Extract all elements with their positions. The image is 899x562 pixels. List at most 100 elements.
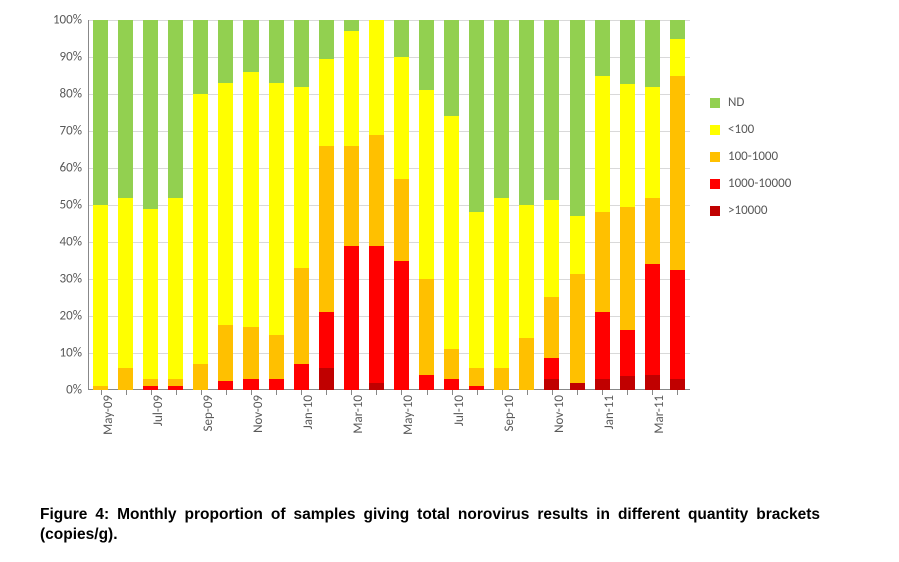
bar-slot	[439, 20, 464, 390]
bar-segment	[645, 264, 660, 375]
bar-segment	[269, 335, 284, 379]
x-tick	[577, 390, 578, 395]
bar-segment	[369, 383, 384, 390]
bar-segment	[544, 379, 559, 390]
bar-segment	[670, 20, 685, 39]
bar-segment	[469, 368, 484, 387]
bar-segment	[444, 20, 459, 116]
y-tick-label: 20%	[40, 309, 82, 324]
bar-slot	[615, 20, 640, 390]
bar-segment	[344, 246, 359, 390]
bar-segment	[218, 20, 233, 83]
x-tick	[326, 390, 327, 395]
x-label-slot	[564, 395, 589, 415]
bar-segment	[645, 375, 660, 390]
legend-item: >10000	[710, 203, 791, 218]
bar-segment	[193, 94, 208, 364]
bar-segment	[469, 20, 484, 212]
bar-segment	[570, 274, 585, 383]
y-tick-label: 30%	[40, 272, 82, 287]
stacked-bar	[243, 20, 258, 390]
stacked-bar	[394, 20, 409, 390]
bar-slot	[414, 20, 439, 390]
legend-label: >10000	[728, 203, 767, 218]
bar-segment	[168, 379, 183, 386]
bar-segment	[294, 268, 309, 364]
bar-segment	[344, 31, 359, 146]
bar-slot	[213, 20, 238, 390]
bar-slot	[389, 20, 414, 390]
bar-segment	[494, 198, 509, 368]
bar-segment	[620, 84, 635, 207]
bar-slot	[590, 20, 615, 390]
bar-segment	[670, 379, 685, 390]
bar-segment	[218, 325, 233, 381]
stacked-bar	[645, 20, 660, 390]
bar-segment	[394, 57, 409, 179]
bar-segment	[344, 20, 359, 31]
stacked-bar	[218, 20, 233, 390]
stacked-bar	[269, 20, 284, 390]
x-label-slot: Mar-10	[339, 395, 364, 415]
x-label-slot	[264, 395, 289, 415]
stacked-bar	[570, 20, 585, 390]
x-label-slot	[364, 395, 389, 415]
bar-segment	[570, 20, 585, 216]
bar-segment	[218, 83, 233, 325]
bar-slot	[539, 20, 564, 390]
x-label-slot: May-10	[389, 395, 414, 415]
legend-swatch	[710, 152, 720, 162]
bar-segment	[243, 20, 258, 72]
bar-segment	[168, 20, 183, 198]
bar-segment	[243, 72, 258, 328]
x-label-slot	[665, 395, 690, 415]
x-label-slot	[314, 395, 339, 415]
legend: ND<100100-10001000-10000>10000	[710, 95, 791, 230]
x-tick	[677, 390, 678, 395]
x-label-slot: Jul-10	[439, 395, 464, 415]
stacked-bar	[670, 20, 685, 390]
stacked-bar	[444, 20, 459, 390]
bar-segment	[369, 135, 384, 246]
stacked-bar	[544, 20, 559, 390]
y-tick-label: 40%	[40, 235, 82, 250]
bar-segment	[419, 90, 434, 279]
bar-segment	[143, 20, 158, 209]
x-tick	[376, 390, 377, 395]
stacked-bar	[143, 20, 158, 390]
x-label-slot	[615, 395, 640, 415]
x-label-slot	[163, 395, 188, 415]
bar-segment	[620, 20, 635, 83]
bar-slot	[113, 20, 138, 390]
bar-slot	[188, 20, 213, 390]
bar-slot	[464, 20, 489, 390]
legend-label: 1000-10000	[728, 176, 791, 191]
y-tick-label: 80%	[40, 87, 82, 102]
x-tick	[276, 390, 277, 395]
bar-segment	[394, 20, 409, 57]
x-tick	[226, 390, 227, 395]
x-label-slot: Sep-09	[188, 395, 213, 415]
x-label-slot: Jul-09	[138, 395, 163, 415]
legend-item: 100-1000	[710, 149, 791, 164]
legend-item: ND	[710, 95, 791, 110]
stacked-bar	[595, 20, 610, 390]
y-tick-label: 60%	[40, 161, 82, 176]
bar-segment	[645, 198, 660, 265]
bar-slot	[163, 20, 188, 390]
bar-segment	[544, 200, 559, 297]
x-axis-labels: May-09Jul-09Sep-09Nov-09Jan-10Mar-10May-…	[88, 395, 690, 415]
x-label-slot: May-09	[88, 395, 113, 415]
bar-segment	[394, 261, 409, 391]
stacked-bar	[294, 20, 309, 390]
stacked-bar	[319, 20, 334, 390]
y-tick-label: 100%	[40, 13, 82, 28]
bar-segment	[620, 207, 635, 330]
x-tick	[427, 390, 428, 395]
stacked-bar	[369, 20, 384, 390]
bar-segment	[319, 312, 334, 368]
bar-segment	[143, 209, 158, 379]
y-tick-label: 90%	[40, 50, 82, 65]
stacked-bar	[168, 20, 183, 390]
bar-segment	[519, 20, 534, 205]
